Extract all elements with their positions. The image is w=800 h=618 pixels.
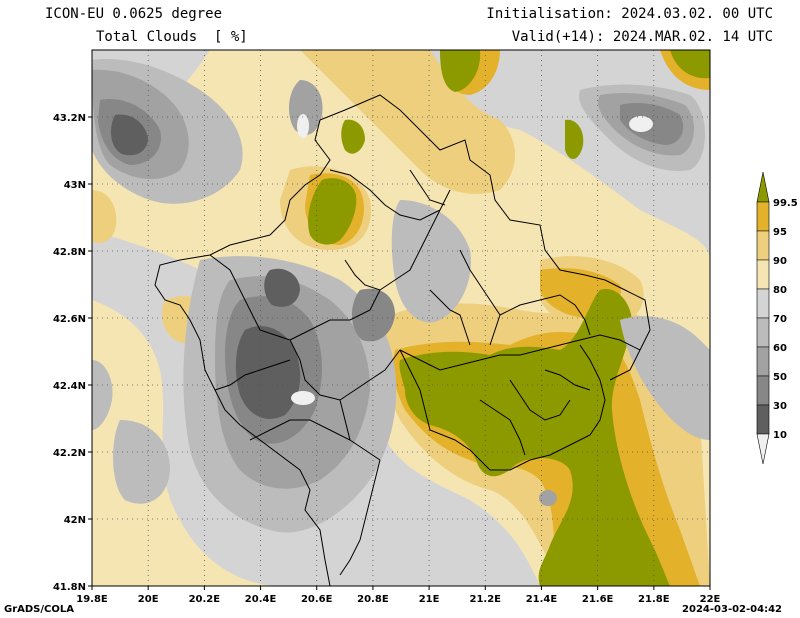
- lon-tick-label: 20.6E: [301, 594, 333, 605]
- colorbar-swatch: [756, 317, 770, 348]
- field-title: Total Clouds [ %]: [96, 29, 248, 45]
- lat-tick-label: 42.2N: [53, 448, 86, 459]
- lon-tick-label: 21.6E: [582, 594, 614, 605]
- lon-tick-label: 21.4E: [526, 594, 558, 605]
- lat-tick-label: 41.8N: [53, 582, 86, 593]
- lat-tick-label: 43N: [64, 180, 86, 191]
- colorbar-label: 99.5: [773, 198, 798, 209]
- colorbar-swatch: [756, 404, 770, 435]
- lat-tick-label: 42.8N: [53, 247, 86, 258]
- lat-tick-label: 42.4N: [53, 381, 86, 392]
- lat-tick-label: 43.2N: [53, 113, 86, 124]
- lon-tick-label: 20.8E: [357, 594, 389, 605]
- lat-tick-label: 42.6N: [53, 314, 86, 325]
- lon-tick-label: 21.8E: [638, 594, 670, 605]
- lon-tick-label: 20E: [138, 594, 159, 605]
- colorbar-swatch: [756, 288, 770, 319]
- colorbar-swatch: [756, 375, 770, 406]
- lon-tick-label: 20.2E: [189, 594, 221, 605]
- lon-tick-label: 21E: [419, 594, 440, 605]
- colorbar-label: 60: [773, 343, 787, 354]
- colorbar-label: 70: [773, 314, 787, 325]
- colorbar-label: 80: [773, 285, 787, 296]
- lon-tick-label: 20.4E: [245, 594, 277, 605]
- colorbar-bottom-arrow: [756, 433, 770, 465]
- colorbar: 99.5 95 90 80 70 60 50 30 10: [756, 171, 798, 465]
- longitude-labels: 19.8E 20E 20.2E 20.4E 20.6E 20.8E 21E 21.2E 21.4…: [76, 586, 721, 605]
- colorbar-label: 30: [773, 401, 787, 412]
- colorbar-label: 90: [773, 256, 787, 267]
- lat-tick-label: 42N: [64, 515, 86, 526]
- graticule: [92, 50, 710, 586]
- colorbar-top-arrow: [756, 171, 770, 203]
- model-title: ICON-EU 0.0625 degree: [45, 6, 223, 22]
- lon-tick-label: 21.2E: [470, 594, 502, 605]
- initialisation-time: Initialisation: 2024.03.02. 00 UTC: [486, 6, 773, 22]
- colorbar-label: 10: [773, 430, 787, 441]
- colorbar-label: 50: [773, 372, 787, 383]
- colorbar-swatch: [756, 259, 770, 290]
- administrative-borders: [154, 94, 651, 586]
- valid-time: Valid(+14): 2024.MAR.02. 14 UTC: [511, 29, 773, 45]
- colorbar-swatch: [756, 346, 770, 377]
- grads-credit: GrADS/COLA: [4, 604, 74, 615]
- render-timestamp: 2024-03-02-04:42: [682, 604, 782, 615]
- colorbar-swatch: [756, 230, 770, 261]
- colorbar-swatch: [756, 201, 770, 232]
- latitude-labels: 41.8N 42N 42.2N 42.4N 42.6N 42.8N 43N 43.2N: [53, 113, 92, 593]
- colorbar-label: 95: [773, 227, 787, 238]
- lon-tick-label: 19.8E: [76, 594, 108, 605]
- lon-tick-label: 22E: [700, 594, 721, 605]
